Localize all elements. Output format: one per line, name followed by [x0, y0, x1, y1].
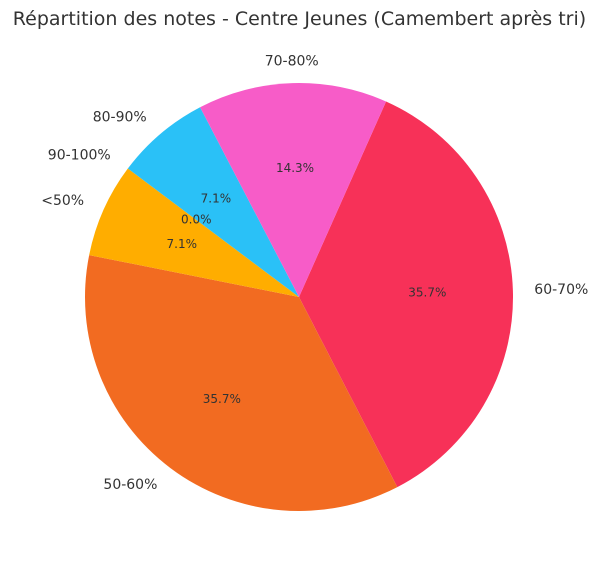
slice-label-lt-50: <50%	[41, 193, 84, 209]
percent-label-60-70: 35.7%	[408, 286, 446, 300]
slice-label-70-80: 70-80%	[265, 54, 319, 70]
percent-label-90-100: 0.0%	[181, 212, 212, 226]
slice-60-70	[299, 101, 514, 488]
percent-label-70-80: 14.3%	[276, 161, 314, 175]
slice-label-50-60: 50-60%	[103, 477, 157, 493]
chart-title: Répartition des notes - Centre Jeunes (C…	[12, 8, 587, 30]
percent-label-lt-50: 7.1%	[167, 237, 198, 251]
percent-label-80-90: 7.1%	[201, 192, 232, 206]
slice-70-80	[200, 82, 387, 298]
pie-slices	[85, 82, 514, 512]
slice-lt-50	[89, 168, 300, 297]
slice-50-60	[85, 255, 398, 512]
slice-labels: 60-70% 50-60% <50% 90-100% 80-90% 70-80%	[41, 54, 588, 493]
slice-label-80-90: 80-90%	[93, 110, 147, 126]
slice-label-60-70: 60-70%	[534, 282, 588, 298]
percent-labels: 35.7% 35.7% 7.1% 0.0% 7.1% 14.3%	[167, 161, 447, 406]
slice-label-90-100: 90-100%	[48, 148, 111, 164]
slice-80-90	[127, 107, 299, 297]
percent-label-50-60: 35.7%	[203, 392, 241, 406]
